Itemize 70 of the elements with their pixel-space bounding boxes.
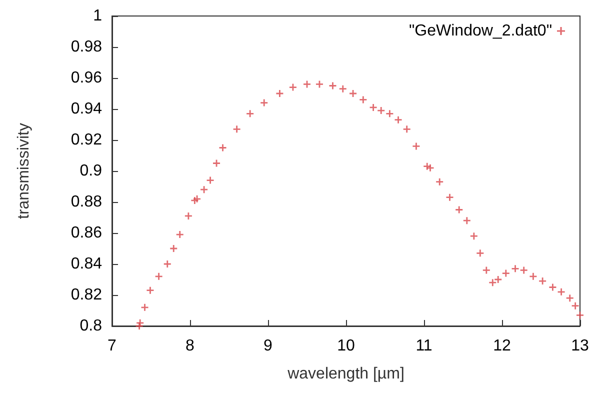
point <box>339 85 346 92</box>
point <box>456 206 463 214</box>
point <box>558 288 565 296</box>
y-tick-label: 0.82 <box>70 286 102 304</box>
point <box>566 294 574 302</box>
point <box>164 260 171 268</box>
point <box>386 110 394 118</box>
point <box>289 84 296 91</box>
x-axis-title: wavelength [µm] <box>286 366 404 382</box>
point <box>436 178 444 186</box>
point <box>146 286 154 294</box>
point <box>233 126 240 133</box>
y-axis-title: transmissivity <box>16 122 32 220</box>
x-tick-label: 13 <box>571 338 589 354</box>
point <box>446 194 454 201</box>
point <box>370 104 377 111</box>
point <box>304 80 310 88</box>
point <box>329 82 336 90</box>
point <box>194 195 201 202</box>
point <box>170 245 178 252</box>
point <box>155 272 162 280</box>
point <box>530 272 537 280</box>
y-tick-label: 0.88 <box>70 194 102 210</box>
point <box>512 265 519 272</box>
point <box>394 116 402 124</box>
point <box>489 279 496 286</box>
point <box>494 276 502 283</box>
point <box>482 266 490 274</box>
point <box>219 144 226 152</box>
point <box>260 99 268 106</box>
x-tick-label: 7 <box>108 338 117 354</box>
point <box>246 110 254 118</box>
point <box>572 302 579 310</box>
x-tick-label: 11 <box>416 338 432 354</box>
y-tick-label: 0.8 <box>80 318 102 334</box>
point <box>549 284 556 291</box>
point <box>426 164 434 172</box>
y-tick-label: 0.9 <box>80 162 102 180</box>
point <box>213 160 220 167</box>
point <box>316 80 323 88</box>
x-tick-label: 10 <box>337 338 355 354</box>
y-tick-label: 0.94 <box>70 100 102 118</box>
y-tick-label: 0.96 <box>70 70 102 86</box>
point <box>206 176 214 184</box>
y-tick-label: 0.84 <box>70 256 102 272</box>
point <box>476 250 484 257</box>
legend-label: "GeWindow_2.dat0" <box>409 22 552 40</box>
y-tick-label: 0.92 <box>70 132 102 148</box>
point <box>576 312 584 319</box>
point <box>539 278 546 285</box>
y-tick-label: 0.86 <box>70 224 102 242</box>
point <box>463 217 470 224</box>
point <box>360 96 367 104</box>
point <box>378 107 385 114</box>
point <box>470 232 478 240</box>
point <box>412 142 420 150</box>
point <box>184 212 192 220</box>
x-tick-label: 9 <box>264 338 273 354</box>
y-tick-label: 1 <box>93 8 102 24</box>
y-tick-label: 0.98 <box>70 38 102 56</box>
point <box>200 186 208 194</box>
point <box>520 266 528 274</box>
point <box>502 270 510 277</box>
point <box>176 231 184 238</box>
point <box>403 126 410 133</box>
point <box>141 304 148 311</box>
point <box>276 90 284 97</box>
point <box>136 319 144 326</box>
x-tick-label: 8 <box>186 338 195 354</box>
x-tick-label: 12 <box>493 338 511 354</box>
